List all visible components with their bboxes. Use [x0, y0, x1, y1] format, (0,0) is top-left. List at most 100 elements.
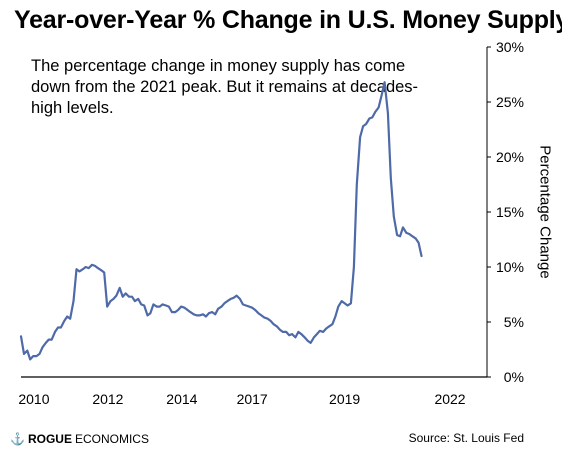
data-point	[384, 81, 386, 83]
data-point	[396, 234, 398, 236]
data-point	[347, 304, 349, 307]
data-point	[273, 323, 275, 325]
data-point	[313, 336, 315, 338]
data-point	[85, 266, 87, 268]
data-point	[254, 309, 256, 311]
data-point	[242, 303, 244, 305]
data-point	[418, 242, 420, 244]
data-point	[263, 317, 265, 319]
data-point	[69, 318, 71, 320]
data-point	[415, 237, 417, 239]
data-point	[122, 296, 124, 298]
brand-rogue: ROGUE	[27, 432, 72, 446]
data-point	[374, 111, 376, 113]
data-point	[270, 320, 272, 322]
brand-logo: ⚓ ROGUE ECONOMICS	[10, 432, 149, 446]
data-point	[420, 255, 423, 257]
data-point	[341, 300, 343, 302]
data-point	[94, 265, 96, 267]
data-point	[199, 314, 201, 316]
data-point	[276, 325, 278, 327]
data-point	[399, 235, 401, 237]
data-point	[226, 300, 228, 302]
data-point	[75, 268, 78, 270]
data-point	[365, 123, 367, 125]
data-point	[78, 270, 80, 272]
data-point	[168, 306, 170, 308]
data-point	[72, 300, 75, 302]
data-point	[54, 331, 56, 333]
data-point	[233, 297, 235, 299]
data-point	[236, 295, 238, 297]
data-point	[230, 298, 232, 300]
x-tick-label: 2010	[18, 391, 49, 407]
data-point	[328, 325, 330, 327]
y-tick-label: 15%	[496, 204, 524, 220]
x-tick-label: 2014	[166, 391, 197, 407]
data-point	[405, 232, 407, 234]
data-point	[189, 311, 191, 313]
data-point	[174, 311, 176, 313]
data-point	[186, 309, 188, 311]
data-point	[149, 312, 151, 314]
data-point	[282, 331, 284, 333]
data-point	[23, 353, 25, 355]
data-point	[32, 355, 34, 357]
data-point	[297, 331, 299, 333]
data-point	[408, 233, 410, 235]
data-point	[378, 106, 380, 109]
data-point	[137, 298, 139, 300]
data-point	[291, 333, 293, 335]
x-tick-label: 2019	[329, 391, 360, 407]
data-point	[156, 306, 158, 308]
data-point	[322, 331, 324, 333]
y-tick-label: 0%	[504, 369, 524, 385]
data-point	[88, 267, 90, 269]
data-point	[353, 266, 355, 268]
data-point	[316, 333, 318, 335]
data-point	[288, 334, 290, 336]
data-point	[183, 307, 186, 309]
data-point	[325, 328, 327, 330]
data-point	[300, 333, 302, 335]
data-point	[337, 306, 339, 308]
data-point	[196, 314, 198, 316]
data-point	[368, 117, 370, 120]
data-point	[371, 116, 373, 118]
data-point	[131, 296, 133, 298]
data-point	[134, 300, 136, 302]
series-line	[19, 81, 423, 361]
y-tick-label: 30%	[496, 39, 524, 55]
data-point	[248, 306, 250, 308]
data-point	[334, 315, 336, 318]
data-point	[390, 177, 392, 179]
source-note: Source: St. Louis Fed	[408, 431, 524, 445]
data-point	[279, 329, 281, 331]
x-tick-label: 2012	[92, 391, 123, 407]
data-point	[180, 306, 182, 308]
data-point	[202, 313, 204, 315]
data-point	[165, 304, 167, 307]
x-tick-label: 2022	[434, 391, 465, 407]
data-point	[48, 339, 50, 341]
data-point	[159, 306, 161, 308]
data-point	[51, 339, 53, 341]
data-point	[387, 112, 389, 114]
data-point	[97, 267, 99, 269]
chart-annotation: The percentage change in money supply ha…	[31, 57, 419, 117]
data-point	[205, 315, 207, 318]
data-point	[171, 311, 173, 313]
data-point	[304, 336, 306, 338]
data-point	[193, 313, 195, 315]
data-point	[66, 315, 68, 318]
data-point	[356, 183, 358, 186]
data-point	[411, 235, 413, 237]
data-point	[402, 226, 404, 228]
data-point	[82, 268, 84, 270]
data-point	[220, 306, 223, 308]
data-point	[267, 318, 269, 320]
y-tick-label: 25%	[496, 94, 524, 110]
data-point	[285, 331, 287, 333]
data-point	[239, 298, 241, 300]
